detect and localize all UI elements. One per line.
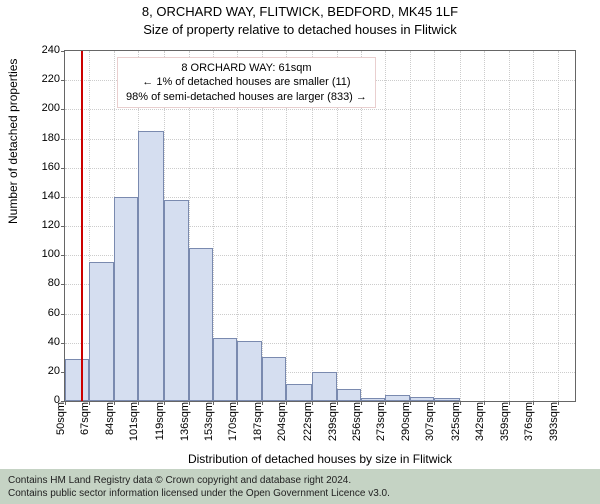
gridline-v: [558, 51, 559, 401]
ytick-label: 160: [26, 161, 60, 173]
ytick-mark: [61, 343, 65, 344]
ytick-label: 120: [26, 219, 60, 231]
ytick-mark: [61, 314, 65, 315]
gridline-v: [533, 51, 534, 401]
gridline-v: [434, 51, 435, 401]
ytick-mark: [61, 284, 65, 285]
page-subtitle: Size of property relative to detached ho…: [0, 22, 600, 37]
ytick-label: 40: [26, 336, 60, 348]
ytick-mark: [61, 80, 65, 81]
ytick-mark: [61, 168, 65, 169]
histogram-bar: [164, 200, 188, 401]
ytick-label: 180: [26, 132, 60, 144]
ytick-label: 100: [26, 248, 60, 260]
histogram-bar: [65, 359, 89, 401]
histogram-bar: [312, 372, 336, 401]
histogram-bar: [337, 389, 361, 401]
histogram-bar: [89, 262, 113, 401]
ytick-label: 220: [26, 73, 60, 85]
page-title: 8, ORCHARD WAY, FLITWICK, BEDFORD, MK45 …: [0, 4, 600, 21]
histogram-bar: [138, 131, 164, 401]
footer-attribution: Contains HM Land Registry data © Crown c…: [0, 469, 600, 504]
ytick-mark: [61, 255, 65, 256]
histogram-plot: 8 ORCHARD WAY: 61sqm← 1% of detached hou…: [64, 50, 576, 402]
ytick-label: 20: [26, 365, 60, 377]
annotation-line3: 98% of semi-detached houses are larger (…: [126, 90, 367, 104]
histogram-bar: [262, 357, 286, 401]
marker-line: [81, 51, 83, 401]
gridline-h: [65, 109, 575, 110]
ytick-mark: [61, 139, 65, 140]
annotation-box: 8 ORCHARD WAY: 61sqm← 1% of detached hou…: [117, 57, 376, 108]
histogram-bar: [189, 248, 213, 401]
histogram-bar: [237, 341, 261, 401]
annotation-line2: ← 1% of detached houses are smaller (11): [126, 75, 367, 89]
histogram-bar: [286, 384, 312, 402]
ytick-mark: [61, 109, 65, 110]
annotation-line1: 8 ORCHARD WAY: 61sqm: [126, 61, 367, 75]
gridline-v: [385, 51, 386, 401]
ytick-mark: [61, 51, 65, 52]
histogram-bar: [114, 197, 138, 401]
histogram-bar: [434, 398, 460, 401]
ytick-mark: [61, 197, 65, 198]
gridline-v: [460, 51, 461, 401]
histogram-bar: [361, 398, 385, 401]
footer-line2: Contains public sector information licen…: [8, 487, 592, 500]
histogram-bar: [385, 395, 409, 401]
histogram-bar: [213, 338, 237, 401]
gridline-v: [484, 51, 485, 401]
ytick-label: 60: [26, 307, 60, 319]
y-axis-label: Number of detached properties: [6, 59, 20, 224]
x-axis-label: Distribution of detached houses by size …: [0, 452, 600, 466]
ytick-label: 80: [26, 277, 60, 289]
ytick-label: 140: [26, 190, 60, 202]
gridline-v: [509, 51, 510, 401]
gridline-v: [410, 51, 411, 401]
histogram-bar: [410, 397, 434, 401]
footer-line1: Contains HM Land Registry data © Crown c…: [8, 474, 592, 487]
ytick-label: 200: [26, 102, 60, 114]
ytick-mark: [61, 226, 65, 227]
ytick-label: 240: [26, 44, 60, 56]
